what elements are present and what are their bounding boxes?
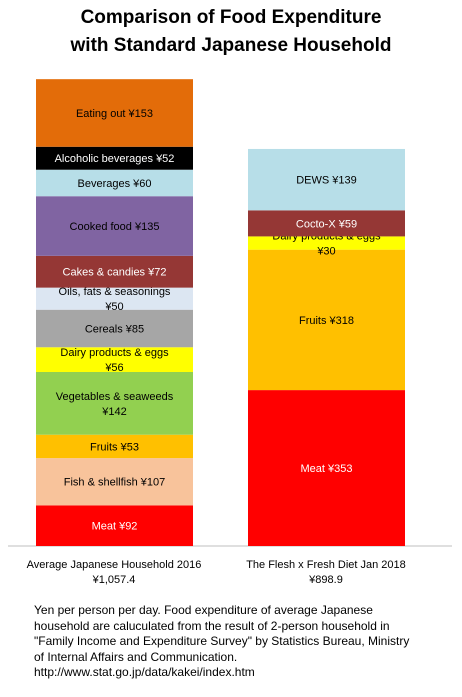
data-label-beverages: Beverages ¥60 <box>78 178 152 190</box>
bar-segment-meat <box>36 505 193 546</box>
data-label-eating-out: Eating out ¥153 <box>76 108 153 120</box>
bar-segment-cocto-x <box>248 210 405 237</box>
chart-title: Comparison of Food Expenditure with Stan… <box>0 4 462 60</box>
data-label-fruits: Fruits ¥318 <box>299 315 354 327</box>
bar-stacks: Meat ¥92 Fish & shellfish ¥107 Fruits ¥53 V… <box>36 79 405 546</box>
data-label-dairy-products-eggs: ¥56 <box>104 362 123 374</box>
bar-segment-oils-fats-seasonings <box>36 287 193 310</box>
data-label-dairy-products-eggs: ¥30 <box>316 246 335 258</box>
bar-segment-vegetables-seaweeds <box>36 371 193 435</box>
bar-segment-dairy-products-eggs <box>36 347 193 372</box>
bar-segment-fruits <box>36 434 193 459</box>
bar-segment-cooked-food <box>36 196 193 256</box>
data-label-cooked-food: Cooked food ¥135 <box>70 221 160 233</box>
bar-segment-alcoholic-beverages <box>36 146 193 170</box>
footnote-line-3: "Family Income and Expenditure Survey" b… <box>34 634 410 648</box>
data-label-meat: Meat ¥353 <box>301 463 353 475</box>
data-label-oils-fats-seasonings: Oils, fats & seasonings <box>59 286 171 298</box>
bar-segment-fish-shellfish <box>36 458 193 506</box>
bar-segment-dairy-products-eggs <box>248 236 405 250</box>
chart-title-line-2: with Standard Japanese Household <box>70 35 392 56</box>
bar-segment-cereals <box>36 309 193 348</box>
category-total-label: ¥898.9 <box>308 574 343 586</box>
data-label-oils-fats-seasonings: ¥50 <box>104 301 123 313</box>
footnote-line-2: household are caluculated from the resul… <box>34 618 390 633</box>
data-label-cakes-candies: Cakes & candies ¥72 <box>63 267 167 279</box>
bar-segment-cakes-candies <box>36 255 193 288</box>
bar-segment-eating-out <box>36 79 193 147</box>
bar-segment-dews <box>248 148 405 211</box>
data-label-vegetables-seaweeds: ¥142 <box>101 406 126 418</box>
bar-segment-meat <box>248 390 405 546</box>
data-label-alcoholic-beverages: Alcoholic beverages ¥52 <box>55 153 175 165</box>
data-label-cereals: Cereals ¥85 <box>85 323 144 335</box>
data-label-fish-shellfish: Fish & shellfish ¥107 <box>64 477 166 489</box>
data-label-dews: DEWS ¥139 <box>296 175 357 187</box>
bar-segment-beverages <box>36 169 193 197</box>
category-labels: Average Japanese Household 2016 ¥1,057.4 T… <box>27 559 406 586</box>
bar-segment-fruits <box>248 249 405 391</box>
footnote-line-5: http://www.stat.go.jp/data/kakei/index.h… <box>34 665 255 679</box>
footnote: Yen per person per day. Food expenditure… <box>34 603 459 681</box>
data-label-dairy-products-eggs: Dairy products & eggs <box>60 347 169 359</box>
category-label: Average Japanese Household 2016 <box>27 559 202 571</box>
data-label-vegetables-seaweeds: Vegetables & seaweeds <box>56 391 174 403</box>
chart-title-line-1: Comparison of Food Expenditure <box>80 7 382 28</box>
data-label-cocto-x: Cocto-X ¥59 <box>296 218 357 230</box>
data-label-fruits: Fruits ¥53 <box>90 441 139 453</box>
category-label: The Flesh x Fresh Diet Jan 2018 <box>246 559 406 571</box>
category-total-label: ¥1,057.4 <box>92 574 136 586</box>
data-label-meat: Meat ¥92 <box>92 521 138 533</box>
footnote-line-1: Yen per person per day. Food expenditure… <box>34 603 373 617</box>
footnote-line-4: of Internal Affairs and Communication. <box>34 649 238 664</box>
